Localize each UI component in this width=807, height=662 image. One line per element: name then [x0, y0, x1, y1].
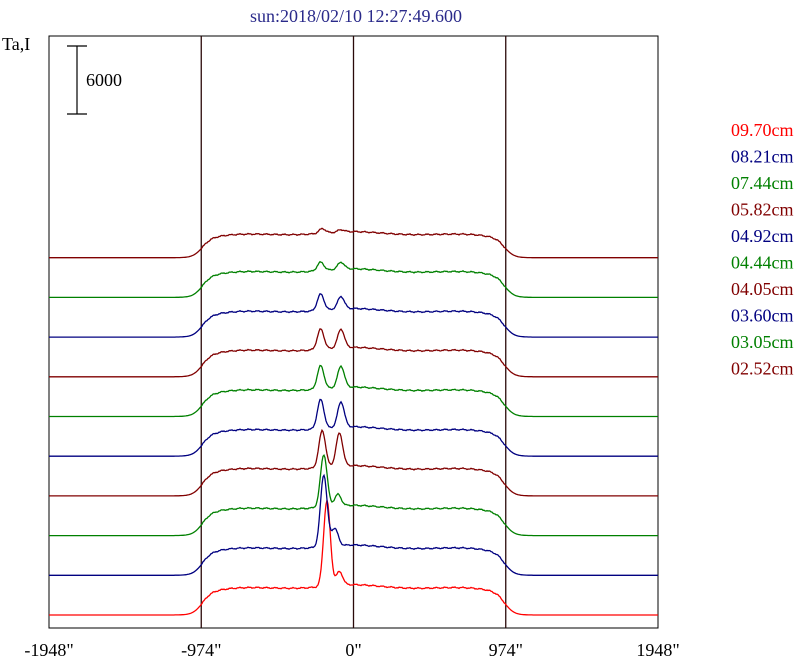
legend-entry: 04.44cm — [731, 253, 794, 273]
legend-entry: 07.44cm — [731, 173, 794, 193]
legend-entry: 05.82cm — [731, 200, 794, 220]
legend-entry: 08.21cm — [731, 147, 794, 167]
series-line-04.44cm — [49, 364, 658, 418]
y-axis-label: Ta,I — [2, 34, 30, 54]
x-tick-label: 974" — [489, 640, 523, 660]
legend-entry: 04.05cm — [731, 279, 794, 299]
scale-bar-label: 6000 — [86, 70, 122, 90]
series-line-04.05cm — [49, 328, 658, 378]
x-tick-label: 0" — [345, 640, 361, 660]
legend-entry: 02.52cm — [731, 359, 794, 379]
legend-entry: 04.92cm — [731, 226, 794, 246]
scale-bar: 6000 — [67, 45, 122, 115]
x-tick-label: 1948" — [636, 640, 679, 660]
x-tick-label: -974" — [181, 640, 221, 660]
series-line-05.82cm — [49, 428, 658, 497]
legend-entry: 09.70cm — [731, 120, 794, 140]
legend-entry: 03.05cm — [731, 332, 794, 352]
series-line-02.52cm — [49, 227, 658, 259]
series-line-08.21cm — [49, 473, 658, 576]
legend-entry: 03.60cm — [731, 306, 794, 326]
series-line-03.05cm — [49, 260, 658, 299]
x-tick-label: -1948" — [24, 640, 73, 660]
chart-title: sun:2018/02/10 12:27:49.600 — [250, 6, 462, 26]
series-line-07.44cm — [49, 453, 658, 537]
series-line-09.70cm — [49, 500, 658, 616]
series-line-04.92cm — [49, 398, 658, 457]
series-line-03.60cm — [49, 293, 658, 338]
